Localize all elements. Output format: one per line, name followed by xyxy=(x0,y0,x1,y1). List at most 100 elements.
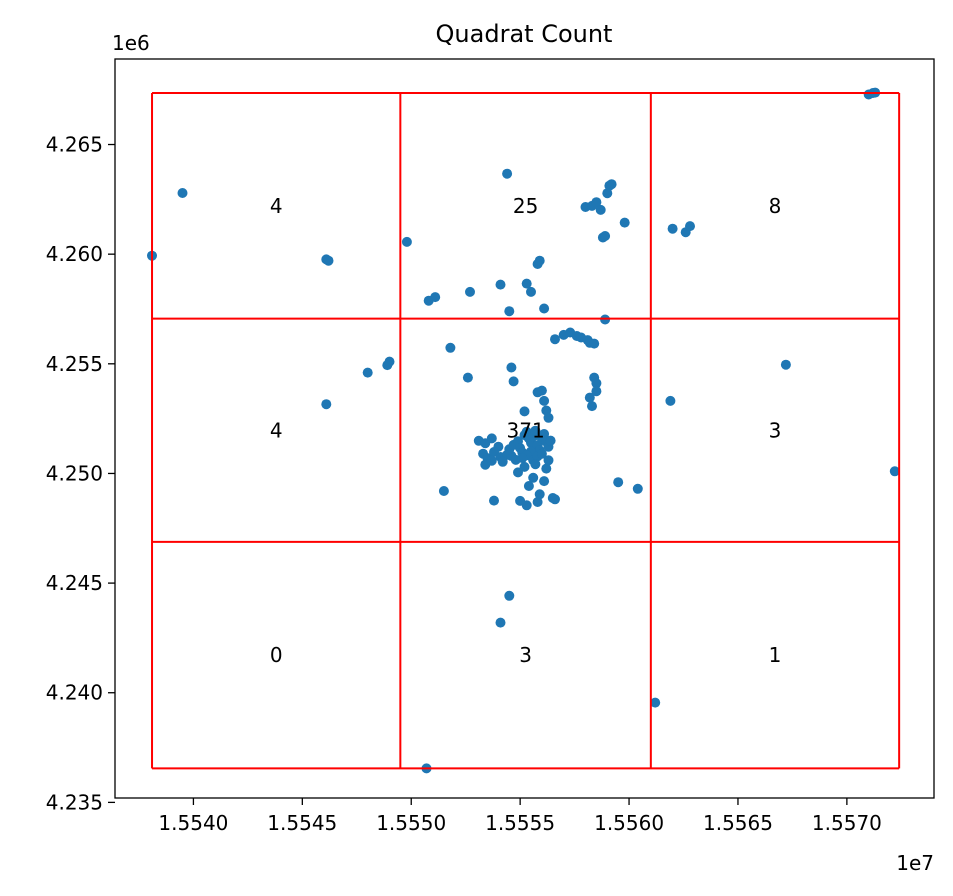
x-axis-ticks: 1.5540 1.5545 1.5550 1.5555 1.5560 1.5565 1.55… xyxy=(158,798,882,835)
data-point xyxy=(530,459,541,470)
y-axis-ticks: 4.235 4.240 4.245 4.250 4.255 4.260 4.265 xyxy=(46,133,115,814)
quadrat-count-label: 3 xyxy=(769,418,782,442)
quadrat-count-label: 4 xyxy=(270,194,283,218)
x-tick-label: 1.5545 xyxy=(267,811,337,835)
data-point xyxy=(177,188,188,198)
data-point xyxy=(541,463,552,474)
quadrat-grid xyxy=(151,91,901,770)
data-points xyxy=(147,87,900,774)
quadrat-count-label: 4 xyxy=(270,418,283,442)
data-point xyxy=(401,236,412,247)
data-point xyxy=(595,204,606,215)
data-point xyxy=(495,279,506,290)
y-tick-label: 4.265 xyxy=(46,133,103,157)
data-point xyxy=(619,217,630,228)
quadrat-count-label: 25 xyxy=(513,194,538,218)
quadrat-count-label: 371 xyxy=(507,418,545,442)
data-point xyxy=(539,429,550,439)
data-point xyxy=(545,435,556,446)
data-point xyxy=(602,188,613,199)
data-point xyxy=(606,179,617,190)
data-point xyxy=(600,231,611,241)
data-point xyxy=(632,483,643,494)
data-point xyxy=(523,481,534,491)
data-point xyxy=(550,334,560,345)
data-point xyxy=(506,362,517,373)
data-point xyxy=(495,617,506,628)
data-point xyxy=(539,395,550,406)
data-point xyxy=(521,278,532,289)
data-point xyxy=(438,486,449,496)
data-point xyxy=(550,494,560,505)
data-point xyxy=(362,367,373,378)
x-offset-label: 1e7 xyxy=(896,851,934,875)
data-point xyxy=(536,448,547,459)
data-point xyxy=(497,456,508,467)
x-tick-label: 1.5570 xyxy=(812,811,882,835)
data-point xyxy=(543,412,554,423)
data-point xyxy=(539,476,550,487)
chart-title: Quadrat Count xyxy=(436,20,613,48)
data-point xyxy=(589,338,600,349)
data-point xyxy=(889,466,900,477)
quadrat-count-label: 8 xyxy=(769,194,782,218)
y-tick-label: 4.235 xyxy=(46,790,103,814)
data-point xyxy=(521,500,532,511)
data-point xyxy=(508,376,519,387)
data-point xyxy=(489,495,499,506)
data-point xyxy=(517,453,528,464)
data-point xyxy=(323,255,334,266)
data-point xyxy=(667,223,678,234)
data-point xyxy=(534,255,545,266)
data-point xyxy=(526,286,536,297)
y-tick-label: 4.240 xyxy=(46,681,103,705)
quadrat-count-label: 0 xyxy=(270,643,283,667)
data-point xyxy=(465,286,475,297)
plot-frame xyxy=(114,58,935,799)
data-point xyxy=(504,590,515,601)
quadrat-count-label: 1 xyxy=(769,643,782,667)
data-point xyxy=(780,359,791,370)
x-tick-label: 1.5560 xyxy=(594,811,664,835)
x-tick-label: 1.5540 xyxy=(158,811,228,835)
data-point xyxy=(613,477,624,488)
data-point xyxy=(384,356,395,367)
data-point xyxy=(536,385,547,396)
y-tick-label: 4.260 xyxy=(46,242,103,266)
y-tick-label: 4.245 xyxy=(46,571,103,595)
data-point xyxy=(502,168,513,179)
data-point xyxy=(591,378,602,389)
x-tick-label: 1.5565 xyxy=(703,811,773,835)
data-point xyxy=(519,406,530,417)
x-tick-label: 1.5555 xyxy=(485,811,555,835)
quadrat-count-label: 3 xyxy=(519,643,532,667)
data-point xyxy=(532,497,543,507)
data-point xyxy=(462,372,473,383)
data-point xyxy=(513,467,523,478)
data-point xyxy=(543,455,554,466)
data-point xyxy=(665,395,676,406)
data-point xyxy=(486,433,497,444)
data-point xyxy=(504,306,515,317)
data-point xyxy=(587,401,597,412)
data-point xyxy=(445,342,456,353)
y-offset-label: 1e6 xyxy=(112,31,150,55)
data-point xyxy=(685,221,695,232)
data-point xyxy=(430,292,441,303)
data-point xyxy=(530,425,541,436)
data-point xyxy=(650,697,661,708)
data-point xyxy=(591,197,602,208)
data-point xyxy=(539,303,550,314)
data-point xyxy=(534,489,545,500)
data-point xyxy=(321,399,332,410)
quadrat-count-labels: 4 25 8 4 371 3 0 3 1 xyxy=(270,194,782,667)
data-point xyxy=(584,392,595,403)
y-tick-label: 4.255 xyxy=(46,352,103,376)
x-tick-label: 1.5550 xyxy=(376,811,446,835)
data-point xyxy=(591,386,602,397)
data-point xyxy=(528,472,539,483)
data-point xyxy=(486,455,497,466)
y-tick-label: 4.250 xyxy=(46,462,103,486)
